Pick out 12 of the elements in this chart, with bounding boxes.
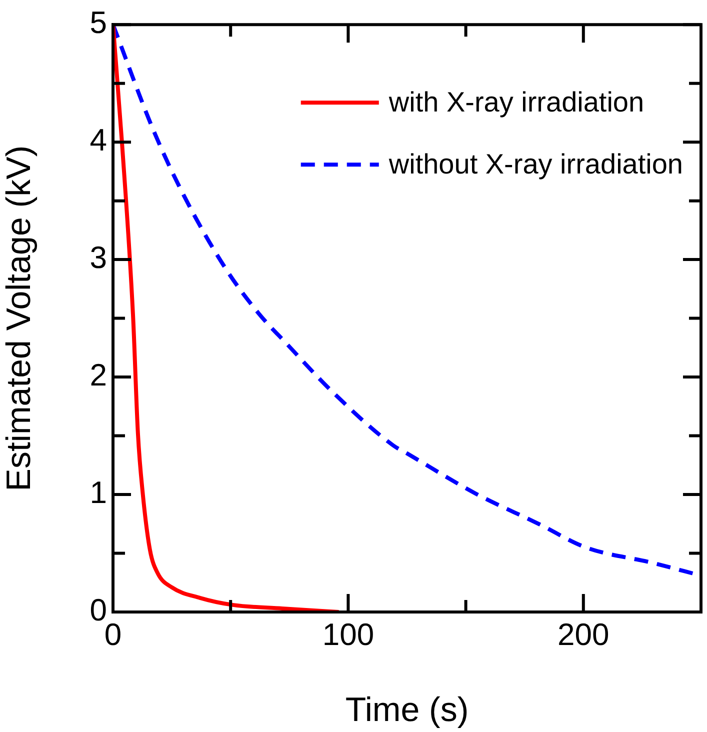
y-tick-label: 0	[90, 592, 107, 628]
legend-label: without X-ray irradiation	[388, 148, 683, 180]
x-tick-label: 100	[322, 617, 374, 652]
y-tick-label: 3	[90, 240, 107, 276]
legend-label: with X-ray irradiation	[388, 86, 644, 118]
y-tick-label: 1	[90, 475, 107, 510]
y-tick-label: 4	[90, 122, 107, 158]
x-tick-label: 200	[558, 617, 610, 652]
y-tick-label: 5	[90, 5, 107, 40]
y-tick-label: 2	[90, 358, 107, 393]
y-axis-title: Estimated Voltage (kV)	[0, 145, 38, 492]
x-axis-title: Time (s)	[345, 690, 469, 729]
